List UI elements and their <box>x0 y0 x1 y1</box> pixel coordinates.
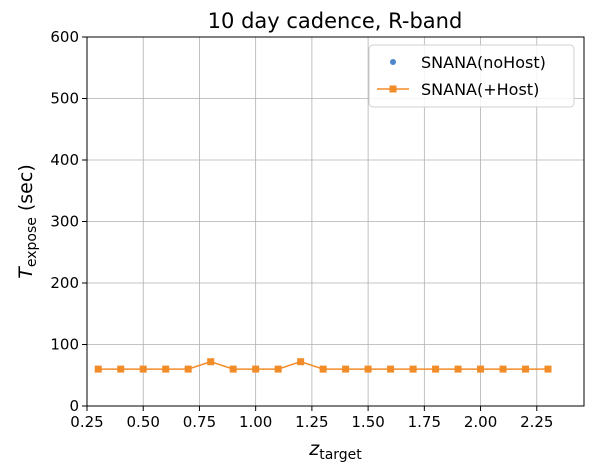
point <box>117 365 125 373</box>
x-tick-label: 1.25 <box>295 413 328 431</box>
point <box>319 365 327 373</box>
point <box>522 365 530 373</box>
y-label-rest: (sec) <box>15 164 37 211</box>
x-tick-label: 1.00 <box>239 413 272 431</box>
y-tick-label: 400 <box>50 151 79 169</box>
point <box>139 365 147 373</box>
point <box>499 365 507 373</box>
x-tick-label: 2.25 <box>520 413 553 431</box>
legend-marker <box>390 59 396 65</box>
y-tick-label: 0 <box>69 397 79 415</box>
plot-frame <box>86 36 585 407</box>
x-tick-label: 0.75 <box>183 413 216 431</box>
point <box>297 358 305 366</box>
point <box>364 365 372 373</box>
point <box>94 365 102 373</box>
y-tick-label: 100 <box>50 336 79 354</box>
x-tick-label: 1.75 <box>408 413 441 431</box>
x-tick-label: 0.50 <box>127 413 160 431</box>
point <box>252 365 260 373</box>
legend-marker <box>389 85 397 93</box>
x-tick-label: 1.50 <box>351 413 384 431</box>
point <box>454 365 462 373</box>
point <box>409 365 417 373</box>
point <box>207 358 215 366</box>
y-tick-label: 300 <box>50 213 79 231</box>
y-tick-label: 600 <box>50 28 79 46</box>
point <box>184 365 192 373</box>
point <box>229 365 237 373</box>
point <box>477 365 485 373</box>
point <box>432 365 440 373</box>
legend-label: SNANA(noHost) <box>421 53 546 72</box>
y-label-sub: expose <box>24 217 40 267</box>
point <box>342 365 350 373</box>
y-axis-label: Texpose (sec) <box>15 164 40 279</box>
chart-title: 10 day cadence, R-band <box>208 9 463 33</box>
legend-label: SNANA(+Host) <box>421 80 539 99</box>
y-tick-label: 500 <box>50 90 79 108</box>
y-label-main: T <box>15 266 37 279</box>
x-label-sub: target <box>319 447 362 463</box>
legend-box <box>368 44 575 108</box>
x-tick-label: 2.00 <box>464 413 497 431</box>
y-tick-label: 200 <box>50 274 79 292</box>
point <box>162 365 170 373</box>
x-axis-label: ztarget <box>308 438 362 463</box>
point <box>387 365 395 373</box>
point <box>274 365 282 373</box>
x-tick-label: 0.25 <box>70 413 103 431</box>
point <box>544 365 552 373</box>
x-label-main: z <box>308 438 320 460</box>
